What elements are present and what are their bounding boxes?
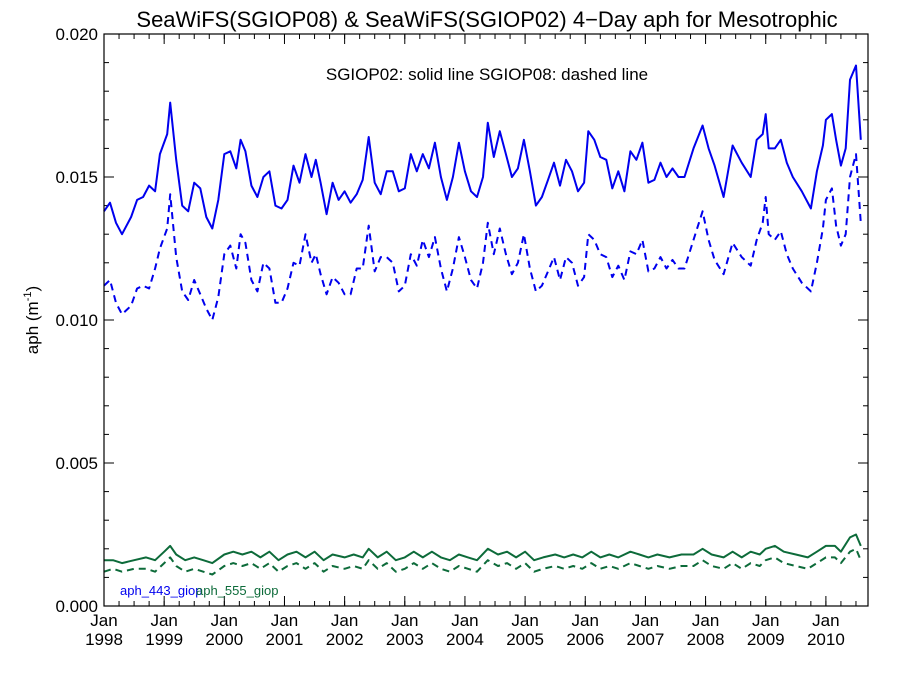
y-axis-label-close: ) [23,286,42,292]
chart-subtitle: SGIOP02: solid line SGIOP08: dashed line [326,65,648,84]
x-tick-label-year: 1998 [85,630,123,649]
x-tick-label-month: Jan [632,611,659,630]
y-tick-label: 0.005 [55,454,98,473]
x-tick-label-year: 2004 [446,630,484,649]
x-tick-label-month: Jan [90,611,117,630]
x-tick-label-year: 2008 [687,630,725,649]
x-tick-label-year: 2006 [566,630,604,649]
plot-content: 0.0000.0050.0100.0150.020Jan1998Jan1999J… [55,25,868,649]
x-tick-label-year: 2005 [506,630,544,649]
series-line-aph_443_giop-sgiop02 [103,64,862,236]
x-tick-label-month: Jan [692,611,719,630]
x-tick-label-month: Jan [451,611,478,630]
x-tick-label-month: Jan [511,611,538,630]
x-tick-label-month: Jan [752,611,779,630]
x-tick-label-year: 2010 [807,630,845,649]
x-tick-label-year: 1999 [145,630,183,649]
plot-frame [103,33,869,607]
x-tick-label-year: 2002 [326,630,364,649]
series-line-aph_443_giop-sgiop08 [103,153,862,321]
y-tick-label: 0.015 [55,168,98,187]
x-tick-label-month: Jan [271,611,298,630]
chart-title: SeaWiFS(SGIOP08) & SeaWiFS(SGIOP02) 4−Da… [136,7,837,32]
x-tick-label-month: Jan [572,611,599,630]
legend-label: aph_555_giop [196,583,278,598]
y-tick-label: 0.010 [55,311,98,330]
x-tick-label-month: Jan [391,611,418,630]
x-tick-label-year: 2003 [386,630,424,649]
series-line-aph_555_giop-sgiop08 [103,547,862,576]
x-tick-label-year: 2007 [627,630,665,649]
series-line-aph_555_giop-sgiop02 [104,533,862,565]
x-tick-label-month: Jan [331,611,358,630]
x-tick-label-year: 2000 [205,630,243,649]
y-axis-label-text: aph (m [23,301,42,354]
x-tick-label-month: Jan [211,611,238,630]
y-tick-label: 0.020 [55,25,98,44]
legend-label: aph_443_giop [120,583,202,598]
x-tick-label-month: Jan [150,611,177,630]
y-axis-label-sup: -1 [22,291,34,301]
x-tick-label-year: 2001 [266,630,304,649]
x-tick-label-year: 2009 [747,630,785,649]
y-tick-label: 0.000 [55,597,98,616]
x-tick-label-month: Jan [812,611,839,630]
y-axis-label: aph (m-1) [22,286,42,354]
